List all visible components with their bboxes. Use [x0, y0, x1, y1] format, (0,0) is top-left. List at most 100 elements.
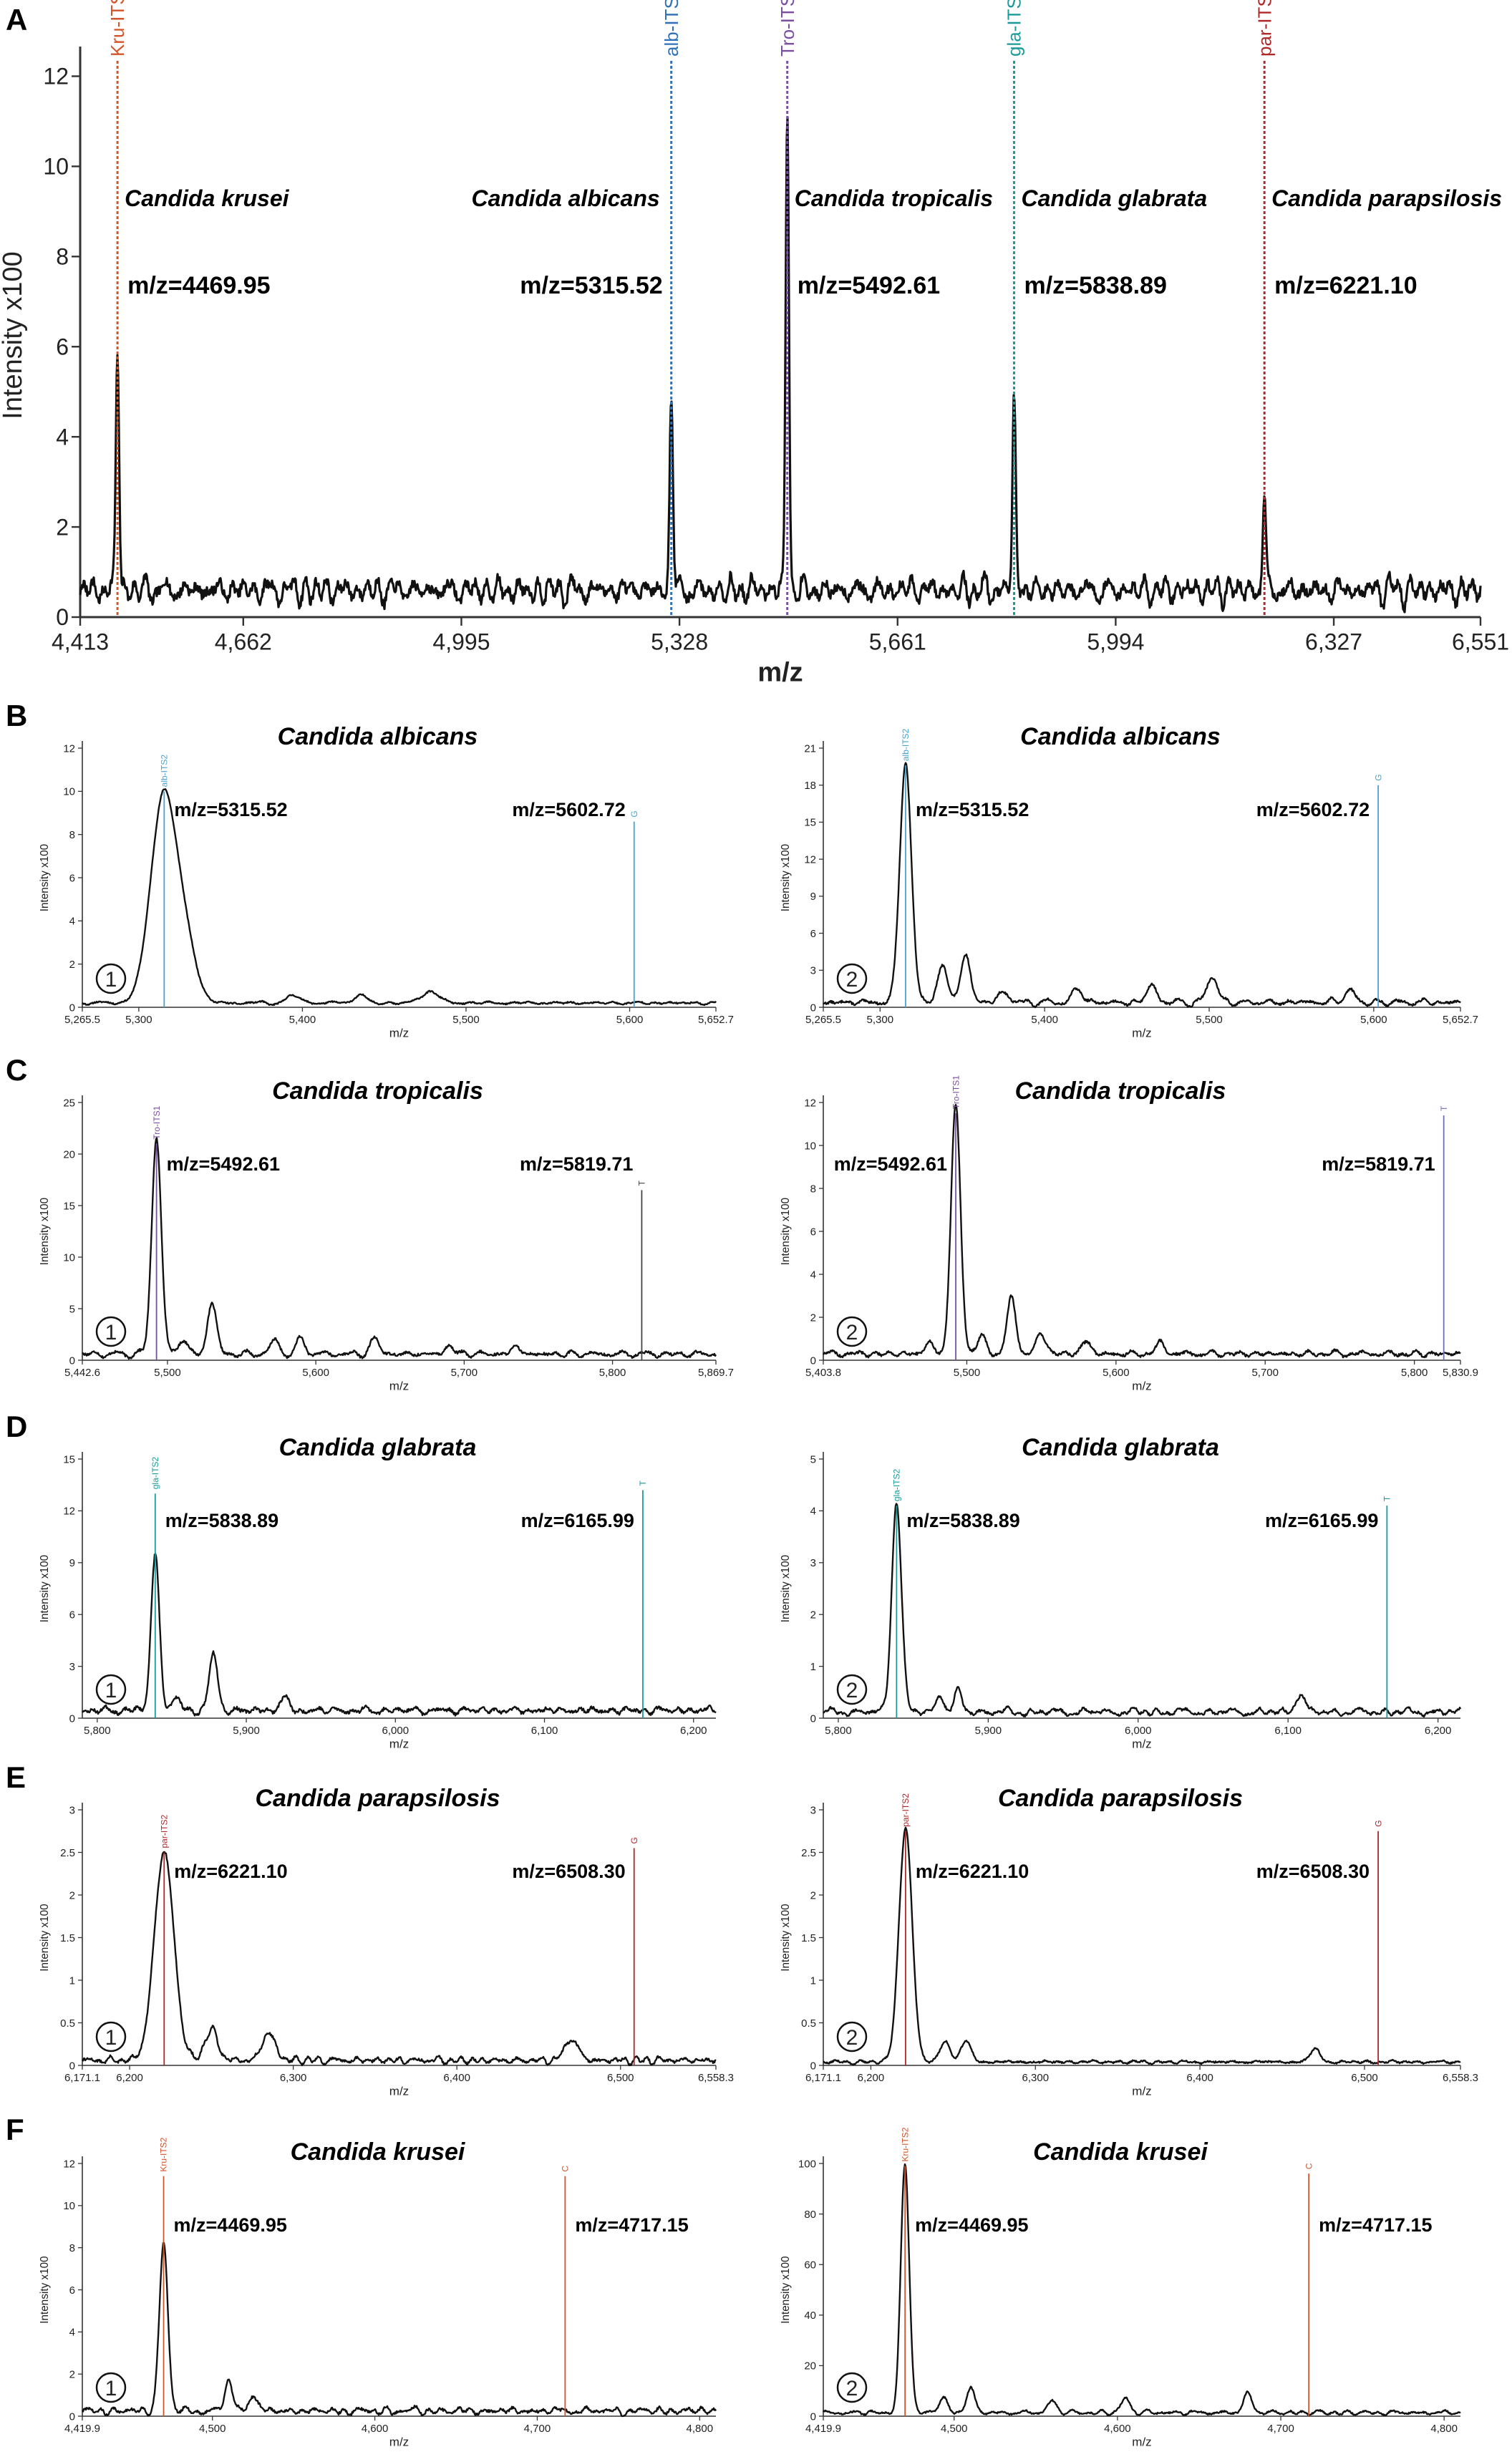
mz-value-label: m/z=5315.52 — [520, 272, 662, 299]
x-tick-label: 6,000 — [382, 1725, 410, 1737]
replicate-badge — [836, 963, 868, 994]
x-tick-label: 4,700 — [524, 2423, 551, 2435]
chart-panel-E-2: 0 0.5 1 1.5 2 2.5 3 6,171.1 6,200 6,300 6,400 6,500… — [780, 1785, 1478, 2098]
y-axis-label: Intensity x100 — [780, 1198, 792, 1265]
replicate-badge — [836, 2021, 868, 2053]
x-axis-label: m/z — [1132, 1737, 1151, 1750]
panel-letter: F — [6, 2113, 24, 2146]
mz-value-label: m/z=5838.89 — [1024, 272, 1167, 299]
y-tick-label: 6 — [69, 2284, 75, 2297]
x-tick-label: 6,200 — [858, 2072, 885, 2084]
x-tick-label: 4,419.9 — [805, 2423, 841, 2435]
y-tick-label: 1.5 — [801, 1932, 816, 1944]
peak-tag-label: alb-ITS2 — [661, 0, 682, 57]
y-tick-label: 2 — [69, 2368, 75, 2380]
peak-tag-label: par-ITS2 — [159, 1814, 169, 1848]
spectrum-trace — [81, 1851, 717, 2067]
peak-tag-label: Kru-ITS2 — [900, 2127, 910, 2161]
peak-tag-label: C — [1304, 2163, 1314, 2169]
x-tick-label: 4,419.9 — [64, 2423, 100, 2435]
y-tick-label: 3 — [810, 1557, 816, 1569]
chart-panel-F-2: 0 20 40 60 80 100 4,419.9 4,500 4,600 4,700 4,800 m… — [780, 2127, 1461, 2448]
peak-tag-label: gla-ITS2 — [892, 1468, 902, 1501]
replicate-number: 2 — [846, 2377, 858, 2400]
peak-tag-label: C — [561, 2166, 571, 2172]
x-axis-label: m/z — [1132, 2084, 1151, 2098]
x-tick-label: 5,600 — [1360, 1014, 1387, 1026]
chart-panel-C-2: 0 2 4 6 8 10 12 5,403.8 5,500 5,600 5,700 5,800 5,83… — [780, 1075, 1478, 1393]
y-tick-label: 3 — [69, 1804, 75, 1816]
panel-letter: A — [6, 3, 27, 37]
x-tick-label: 5,869.7 — [698, 1367, 734, 1379]
y-tick-label: 2 — [810, 1609, 816, 1621]
x-tick-label: 5,900 — [233, 1725, 260, 1737]
x-tick-label: 6,558.3 — [1443, 2072, 1478, 2084]
mz-value-label: m/z=5492.61 — [834, 1153, 947, 1175]
x-tick-label: 5,265.5 — [805, 1014, 841, 1026]
y-tick-label: 8 — [56, 244, 69, 270]
x-tick-label: 6,300 — [1022, 2072, 1050, 2084]
species-label: Candida krusei — [125, 185, 290, 211]
peak-tag-label: Kru-ITS2 — [107, 0, 128, 57]
chart-panel-A: 0 2 4 6 8 10 12 4,413 4,662 4,995 5,328 5,661 5,994 6… — [0, 0, 1509, 687]
y-axis-label: Intensity x100 — [780, 2256, 792, 2323]
replicate-number: 2 — [846, 968, 858, 992]
spectrum-trace — [823, 762, 1461, 1009]
x-tick-label: 5,800 — [84, 1725, 111, 1737]
peak-tag-label: G — [1373, 1820, 1383, 1826]
x-tick-label: 5,994 — [1087, 629, 1144, 655]
mz-value-label: m/z=6165.99 — [521, 1510, 634, 1531]
y-axis-label: Intensity x100 — [39, 2256, 51, 2323]
y-axis-label: Intensity x100 — [39, 844, 51, 911]
x-tick-label: 5,400 — [289, 1014, 316, 1026]
y-tick-label: 6 — [69, 872, 75, 884]
y-tick-label: 1 — [69, 1974, 75, 1987]
y-tick-label: 6 — [69, 1609, 75, 1621]
mz-value-label: m/z=4717.15 — [575, 2214, 688, 2236]
chart-panel-D-2: 0 1 2 3 4 5 5,800 5,900 6,000 6,100 6,200 m/z Intens… — [780, 1434, 1462, 1750]
mz-value-label: m/z=5838.89 — [165, 1510, 278, 1531]
chart-panel-B-2: 0 3 6 9 12 15 18 21 5,265.5 5,300 5,400 5,500 5,600 5… — [780, 723, 1478, 1040]
y-axis-label: Intensity x100 — [780, 1904, 792, 1971]
peak-tag-label: alb-ITS2 — [160, 755, 170, 788]
mz-value-label: m/z=5492.61 — [798, 272, 940, 299]
chart-title: Candida krusei — [1033, 2138, 1208, 2166]
mz-value-label: m/z=6508.30 — [512, 1861, 625, 1882]
y-axis-label: Intensity x100 — [0, 251, 28, 419]
x-tick-label: 5,800 — [1401, 1367, 1428, 1379]
x-tick-label: 5,700 — [1251, 1367, 1279, 1379]
x-tick-label: 4,800 — [1430, 2423, 1458, 2435]
x-tick-label: 6,300 — [280, 2072, 307, 2084]
peak-tag-label: Tro-ITS1 — [951, 1075, 961, 1109]
x-tick-label: 4,500 — [199, 2423, 226, 2435]
y-axis-label: Intensity x100 — [780, 1555, 792, 1622]
chart-title: Candida parapsilosis — [998, 1785, 1243, 1812]
peak-tag-label: T — [638, 1480, 648, 1486]
y-tick-label: 0 — [69, 2060, 75, 2072]
x-tick-label: 5,830.9 — [1443, 1367, 1478, 1379]
y-axis-label: Intensity x100 — [39, 1904, 51, 1971]
x-tick-label: 6,558.3 — [698, 2072, 734, 2084]
x-tick-label: 6,327 — [1305, 629, 1362, 655]
replicate-badge — [836, 1316, 868, 1347]
x-tick-label: 4,800 — [687, 2423, 714, 2435]
x-tick-label: 5,600 — [1102, 1367, 1130, 1379]
spectrum-trace — [822, 2163, 1461, 2417]
replicate-number: 1 — [105, 968, 117, 992]
x-tick-label: 4,662 — [215, 629, 272, 655]
y-tick-label: 0 — [810, 1002, 816, 1014]
y-axis-label: Intensity x100 — [780, 844, 792, 911]
spectrum-trace — [81, 2242, 717, 2418]
x-tick-label: 6,200 — [1425, 1725, 1452, 1737]
x-tick-label: 4,413 — [52, 629, 109, 655]
mz-value-label: m/z=5602.72 — [512, 799, 625, 820]
x-tick-label: 6,500 — [1351, 2072, 1378, 2084]
mz-value-label: m/z=6221.10 — [916, 1861, 1029, 1882]
spectrum-trace — [822, 1103, 1461, 1359]
y-tick-label: 12 — [804, 1097, 816, 1109]
replicate-badge — [836, 1674, 868, 1705]
panel-letter: B — [6, 699, 27, 732]
mz-value-label: m/z=5315.52 — [174, 799, 287, 820]
chart-title: Candida albicans — [278, 723, 478, 750]
y-tick-label: 2 — [810, 1889, 816, 1901]
